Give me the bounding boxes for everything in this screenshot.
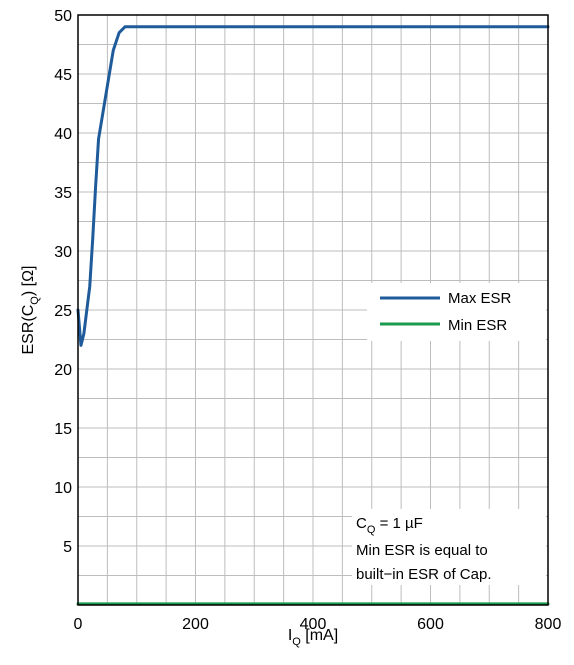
x-tick-label: 200 bbox=[182, 616, 209, 633]
legend-label-max-esr: Max ESR bbox=[448, 290, 512, 307]
annotation-line-2: Min ESR is equal to bbox=[356, 542, 488, 559]
y-tick-label: 10 bbox=[54, 480, 72, 497]
x-axis-label: IQ [mA] bbox=[288, 627, 338, 648]
legend-label-min-esr: Min ESR bbox=[448, 317, 507, 334]
series-line-0 bbox=[76, 25, 550, 347]
annotation-line-3: built−in ESR of Cap. bbox=[356, 566, 492, 583]
y-tick-label: 15 bbox=[54, 421, 72, 438]
series-layer bbox=[76, 25, 550, 606]
y-tick-label: 45 bbox=[54, 67, 72, 84]
y-tick-label: 40 bbox=[54, 126, 72, 143]
y-tick-label: 25 bbox=[54, 303, 72, 320]
y-tick-label: 20 bbox=[54, 362, 72, 379]
x-tick-label: 400 bbox=[300, 616, 327, 633]
y-tick-label: 5 bbox=[63, 539, 72, 556]
y-tick-labels: 5 10 15 20 25 30 35 40 45 50 bbox=[54, 8, 72, 556]
x-tick-label: 800 bbox=[535, 616, 562, 633]
y-tick-label: 50 bbox=[54, 8, 72, 25]
y-tick-label: 30 bbox=[54, 244, 72, 261]
x-tick-labels: 0 200 400 600 800 bbox=[74, 616, 562, 633]
x-tick-label: 600 bbox=[417, 616, 444, 633]
annotation-line-1: CQ = 1 µF bbox=[356, 515, 423, 536]
y-tick-label: 35 bbox=[54, 185, 72, 202]
legend: Max ESR Min ESR bbox=[367, 283, 546, 341]
y-axis-label: ESR(CQ) [Ω] bbox=[20, 266, 41, 355]
annotation: CQ = 1 µF Min ESR is equal to built−in E… bbox=[352, 509, 546, 585]
annotation-box bbox=[352, 509, 546, 585]
legend-box bbox=[367, 283, 546, 341]
x-tick-label: 0 bbox=[74, 616, 83, 633]
plot-frame bbox=[77, 14, 549, 606]
